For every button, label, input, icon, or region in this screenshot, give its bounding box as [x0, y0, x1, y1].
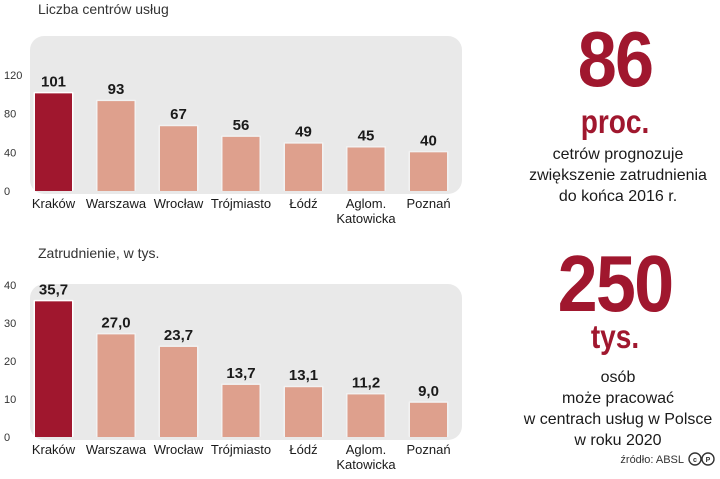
chart2-category-label: Katowicka	[336, 457, 396, 472]
svg-text:P: P	[706, 457, 711, 464]
chart2-value-label: 9,0	[418, 383, 439, 400]
stat-employment-line: w centrach usług w Polsce	[523, 411, 713, 428]
chart2-bar	[97, 334, 135, 437]
stat-employment-description: osób może pracować w centrach usług w Po…	[520, 367, 716, 451]
chart1-bar	[410, 152, 447, 191]
chart1-value-label: 56	[233, 117, 250, 134]
chart1-ytick-label: 80	[4, 109, 16, 121]
chart1-bar	[222, 136, 260, 191]
chart1-ytick-label: 120	[4, 70, 22, 82]
stat-employment-line: w roku 2020	[574, 432, 662, 449]
chart2-value-label: 35,7	[39, 281, 68, 298]
chart1-value-label: 67	[170, 106, 187, 123]
stat-centers-unit: proc.	[580, 103, 650, 140]
chart1-value-label: 49	[295, 124, 312, 141]
chart2-bar	[35, 301, 72, 437]
stat-centers-number: 86	[577, 15, 654, 103]
chart2-category-label: Poznań	[406, 442, 450, 457]
svg-text:c: c	[693, 457, 697, 464]
stat-centers-description: cetrów prognozuje zwiększenie zatrudnien…	[520, 144, 716, 207]
chart1-value-label: 101	[41, 73, 66, 90]
chart2-category-label: Warszawa	[86, 442, 147, 457]
chart2-category-label: Kraków	[32, 442, 76, 457]
chart2-bar	[347, 394, 385, 437]
chart1-value-label: 40	[420, 132, 437, 149]
chart1-title: Liczba centrów usług	[38, 1, 169, 17]
chart1-category-label: Poznań	[406, 196, 450, 211]
chart2-category-label: Aglom.	[346, 442, 386, 457]
chart2-bar	[410, 402, 447, 437]
stat-centers-line: cetrów prognozuje	[552, 146, 684, 163]
chart2-ytick-label: 20	[4, 356, 16, 368]
chart1-category-label: Kraków	[32, 196, 76, 211]
chart2-category-label: Łódź	[289, 442, 317, 457]
chart2-bar	[222, 384, 260, 437]
chart2-title: Zatrudnienie, w tys.	[38, 245, 160, 261]
chart1-category-label: Łódź	[289, 196, 317, 211]
stat-centers-line: zwiększenie zatrudnienia	[529, 167, 707, 184]
chart1-value-label: 45	[358, 128, 375, 145]
chart1-bar	[347, 147, 385, 191]
chart1-category-label: Trójmiasto	[211, 196, 271, 211]
chart2-bar	[285, 387, 322, 437]
stat-employment-unit: tys.	[590, 318, 640, 355]
chart1-bar	[35, 93, 72, 191]
chart1-bar	[160, 126, 197, 191]
stat-employment-number: 250	[557, 239, 675, 328]
chart2-value-label: 11,2	[352, 374, 380, 391]
chart2-bar	[160, 346, 197, 437]
chart2-category-label: Wrocław	[154, 442, 204, 457]
chart2-employment: 0 10 20 30 40 35,7 Kraków 27,0 Warszawa 23,7 Wrocł…	[4, 280, 451, 472]
chart1-category-label: Aglom.	[346, 196, 386, 211]
stat-centers-line: do końca 2016 r.	[558, 188, 678, 205]
chart2-ytick-label: 40	[4, 280, 16, 292]
stat-employment-line: osób	[600, 369, 636, 386]
chart1-value-label: 93	[108, 81, 125, 98]
creative-commons-icon: c P	[688, 452, 715, 466]
chart1-category-label: Katowicka	[336, 211, 396, 226]
chart1-bar	[97, 101, 135, 191]
chart2-value-label: 13,7	[226, 365, 255, 382]
chart2-ytick-label: 30	[4, 318, 16, 330]
chart2-value-label: 13,1	[289, 367, 318, 384]
chart2-value-label: 27,0	[101, 314, 130, 331]
source-note: źródło: ABSL	[620, 454, 684, 466]
chart1-category-label: Wrocław	[154, 196, 204, 211]
chart1-category-label: Warszawa	[86, 196, 147, 211]
chart1-ytick-label: 40	[4, 147, 16, 159]
chart1-bar	[285, 143, 322, 191]
stat-employment-line: może pracować	[561, 390, 675, 407]
chart2-value-label: 23,7	[164, 327, 193, 344]
chart1-ytick-label: 0	[4, 186, 10, 198]
chart2-ytick-label: 0	[4, 432, 10, 444]
chart2-category-label: Trójmiasto	[211, 442, 271, 457]
chart2-ytick-label: 10	[4, 394, 16, 406]
chart1-employment-centers: 0 40 80 120 101 Kraków 93 Warszawa 67 Wrocław 56 Tr…	[4, 70, 451, 226]
